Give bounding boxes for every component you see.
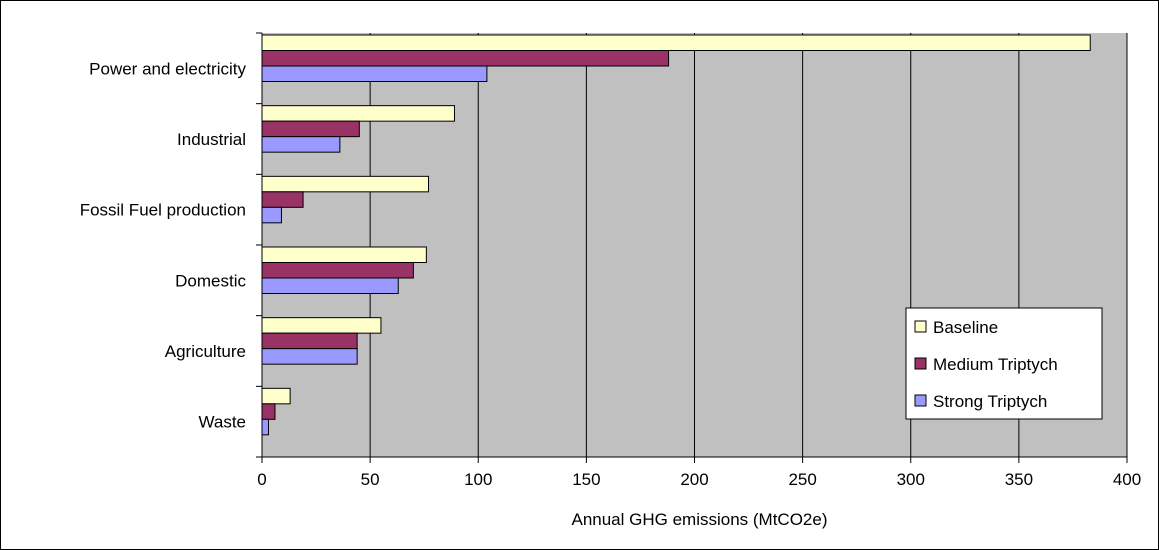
legend-swatch [914,394,927,407]
bar-baseline [261,387,291,405]
bar-baseline [261,105,455,122]
x-tick-label: 150 [572,470,600,489]
bar-baseline [261,246,427,263]
bar-medium-triptych [261,120,360,138]
x-tick-label: 50 [361,470,380,489]
bar-medium-triptych [261,262,414,279]
tick-labels: 0 50 100 150 200 250 300 350 400 Power and electr… [80,59,1142,489]
x-axis-title: Annual GHG emissions (MtCO2e) [571,510,827,529]
legend-swatch [914,320,927,333]
legend-box [905,307,1103,420]
bar-baseline [261,175,430,193]
y-tick-label: Domestic [175,271,246,290]
bar-strong-triptych [261,418,269,436]
x-tick-label: 300 [897,470,925,489]
x-tick-label: 200 [680,470,708,489]
x-tick-label: 100 [464,470,492,489]
bar-medium-triptych [261,332,358,350]
bars [261,34,1091,436]
legend-swatch [914,357,927,370]
y-tick-label: Waste [198,413,246,432]
x-tick-label: 250 [788,470,816,489]
y-tick-label: Power and electricity [89,59,246,78]
x-tick-label: 350 [1005,470,1033,489]
y-tick-label: Agriculture [165,342,246,361]
bar-strong-triptych [261,206,282,224]
legend-label: Medium Triptych [933,355,1058,374]
bar-strong-triptych [261,136,341,153]
bar-medium-triptych [261,191,304,208]
bar-medium-triptych [261,50,670,67]
x-tick-label: 400 [1113,470,1141,489]
bar-strong-triptych [261,65,488,82]
bar-strong-triptych [261,277,399,294]
axes [256,32,1128,463]
legend-label: Baseline [933,318,998,337]
legend-label: Strong Triptych [933,392,1047,411]
bar-baseline [261,34,1091,51]
legend: Baseline Medium Triptych Strong Triptych [905,307,1103,420]
bar-baseline [261,317,382,334]
bar-medium-triptych [261,403,276,420]
bar-strong-triptych [261,348,358,365]
x-tick-label: 0 [257,470,266,489]
y-tick-label: Fossil Fuel production [80,201,246,220]
y-tick-label: Industrial [177,130,246,149]
